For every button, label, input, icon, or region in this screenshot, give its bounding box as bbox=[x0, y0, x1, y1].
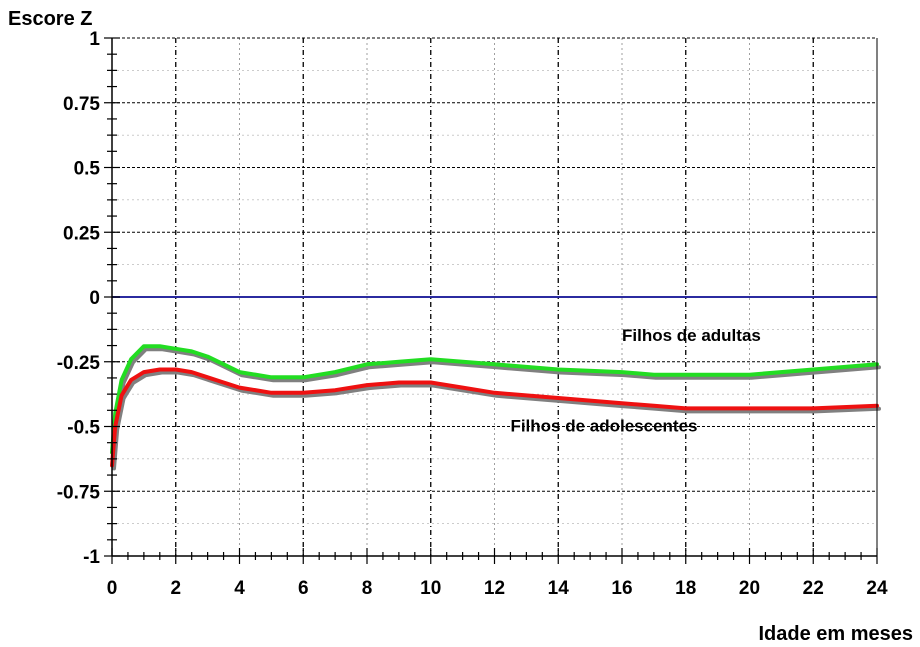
y-tick-label: 0.75 bbox=[63, 94, 100, 115]
y-tick-label: -0.75 bbox=[57, 482, 101, 503]
x-tick-label: 22 bbox=[803, 578, 824, 599]
y-tick-label: 0.5 bbox=[74, 159, 101, 180]
x-tick-label: 0 bbox=[107, 578, 118, 599]
x-tick-label: 12 bbox=[484, 578, 505, 599]
y-tick-label: -0.25 bbox=[57, 353, 101, 374]
series-layer bbox=[110, 344, 881, 471]
x-axis-title: Idade em meses bbox=[758, 623, 913, 645]
series-annotation: Filhos de adultas bbox=[622, 326, 761, 345]
x-tick-label: 10 bbox=[420, 578, 441, 599]
y-tick-label: -0.5 bbox=[67, 418, 100, 439]
y-tick-label: 0 bbox=[89, 288, 100, 309]
annotations: Filhos de adultas Filhos de adolescentes bbox=[510, 326, 760, 436]
y-tick-label: -1 bbox=[83, 547, 100, 568]
x-tick-label: 2 bbox=[170, 578, 181, 599]
y-axis-title: Escore Z bbox=[8, 8, 92, 30]
series-line bbox=[110, 367, 879, 468]
axes bbox=[104, 37, 878, 564]
series-shadow-line bbox=[112, 370, 881, 471]
x-tick-label: 4 bbox=[234, 578, 245, 599]
x-tick-label: 14 bbox=[548, 578, 570, 599]
x-tick-label: 8 bbox=[362, 578, 373, 599]
tick-labels: 10.750.50.250-0.25-0.5-0.75-10 2 4 6 8 10 12 14… bbox=[57, 29, 888, 599]
series-line bbox=[110, 344, 879, 455]
x-tick-label: 20 bbox=[739, 578, 760, 599]
series-shadow-line bbox=[112, 347, 881, 458]
x-tick-label: 16 bbox=[611, 578, 632, 599]
x-tick-label: 18 bbox=[675, 578, 696, 599]
series-annotation: Filhos de adolescentes bbox=[510, 417, 697, 436]
y-tick-label: 1 bbox=[89, 29, 100, 50]
y-tick-label: 0.25 bbox=[63, 223, 100, 244]
x-tick-label: 6 bbox=[298, 578, 309, 599]
x-tick-label: 24 bbox=[866, 578, 888, 599]
